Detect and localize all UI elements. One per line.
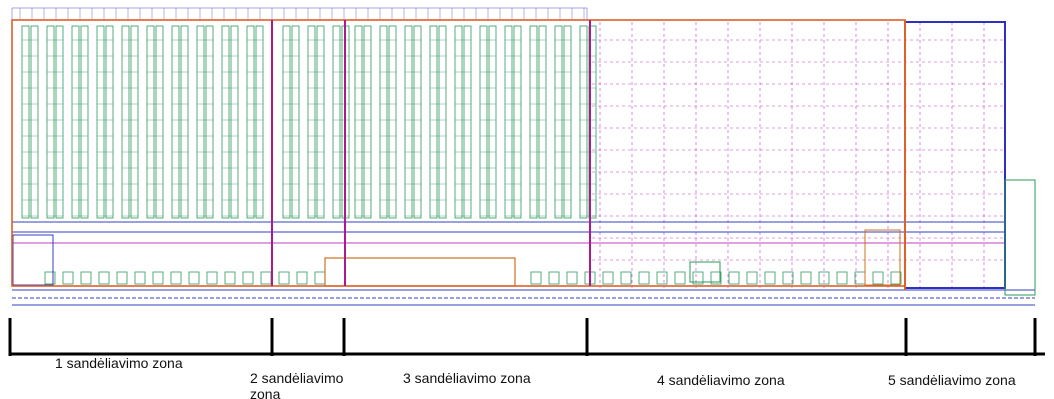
rack [405, 26, 412, 218]
rack [206, 26, 213, 218]
rack [181, 26, 188, 218]
rack [97, 26, 104, 218]
zone-label: 3 sandėliavimo zona [403, 370, 531, 386]
dock [729, 272, 739, 284]
rack [580, 26, 587, 218]
zone-label: 1 sandėliavimo zona [55, 355, 183, 371]
rack [555, 26, 562, 218]
room [325, 258, 515, 286]
rack [455, 26, 462, 218]
rack [389, 26, 396, 218]
rack [564, 26, 571, 218]
rack [283, 26, 290, 218]
dock [63, 272, 73, 284]
rack [197, 26, 204, 218]
zone-label: 5 sandėliavimo zona [888, 372, 1016, 388]
rack [505, 26, 512, 218]
dock [261, 272, 271, 284]
dock [153, 272, 163, 284]
rack [31, 26, 38, 218]
dock [81, 272, 91, 284]
dock [801, 272, 811, 284]
dock [873, 272, 883, 284]
rack [333, 26, 340, 218]
dock [117, 272, 127, 284]
rack [355, 26, 362, 218]
rack [81, 26, 88, 218]
rack [308, 26, 315, 218]
rack [72, 26, 79, 218]
rack [530, 26, 537, 218]
dock [855, 272, 865, 284]
dock [675, 272, 685, 284]
dock [207, 272, 217, 284]
rack [131, 26, 138, 218]
rack [539, 26, 546, 218]
dock [747, 272, 757, 284]
wall [12, 20, 905, 286]
rack [414, 26, 421, 218]
dock [765, 272, 775, 284]
rack [122, 26, 129, 218]
rack [156, 26, 163, 218]
dock [171, 272, 181, 284]
dock [549, 272, 559, 284]
rack [56, 26, 63, 218]
dock [99, 272, 109, 284]
dock [279, 272, 289, 284]
rack [317, 26, 324, 218]
dock [315, 272, 325, 284]
dock [783, 272, 793, 284]
rack [380, 26, 387, 218]
dock [135, 272, 145, 284]
rack [430, 26, 437, 218]
page: 1 sandėliavimo zona 2 sandėliavimo zona … [0, 0, 1054, 399]
dock [621, 272, 631, 284]
dock [657, 272, 667, 284]
rack [22, 26, 29, 218]
dock [297, 272, 307, 284]
dock [639, 272, 649, 284]
dock [225, 272, 235, 284]
zone-label: 2 sandėliavimo zona [250, 370, 375, 399]
rack [480, 26, 487, 218]
rack [231, 26, 238, 218]
dock [531, 272, 541, 284]
rack [439, 26, 446, 218]
dock [567, 272, 577, 284]
dock [603, 272, 613, 284]
rack [247, 26, 254, 218]
dock [189, 272, 199, 284]
floor-plan [0, 0, 1054, 399]
rack [514, 26, 521, 218]
rack [47, 26, 54, 218]
top-strip [12, 8, 587, 20]
rack [292, 26, 299, 218]
rack [464, 26, 471, 218]
dock [243, 272, 253, 284]
zone-label: 4 sandėliavimo zona [657, 372, 785, 388]
rack [256, 26, 263, 218]
dock-ramp [1005, 180, 1035, 295]
rack [106, 26, 113, 218]
rack [147, 26, 154, 218]
rack [364, 26, 371, 218]
rack [172, 26, 179, 218]
rack [222, 26, 229, 218]
dock [837, 272, 847, 284]
rack [489, 26, 496, 218]
